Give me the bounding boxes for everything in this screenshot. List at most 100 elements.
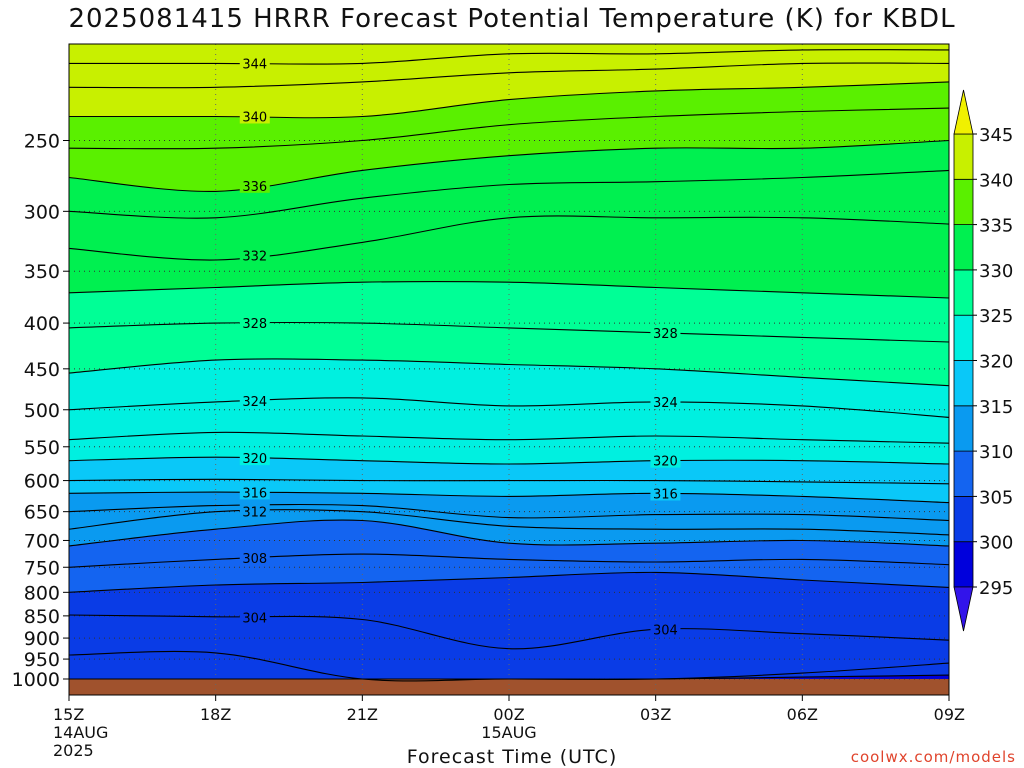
x-tick-label: 09Z <box>934 705 965 724</box>
contour-label-text: 320 <box>653 455 678 470</box>
contour-label-background <box>239 549 270 565</box>
colorbar-bottom-arrow <box>953 586 974 632</box>
contour-label-background <box>239 484 270 500</box>
isentrope-332 <box>69 215 949 261</box>
isentrope-336 <box>69 139 949 192</box>
isentrope-344 <box>69 49 949 65</box>
isentrope-320 <box>69 456 949 465</box>
chart-title: 2025081415 HRRR Forecast Potential Tempe… <box>68 4 956 34</box>
contour-label-background <box>239 177 270 193</box>
credit-text: coolwx.com/models <box>850 748 1016 766</box>
x-axis-label: Forecast Time (UTC) <box>406 746 618 768</box>
isentrope-326 <box>69 358 949 387</box>
colorbar-label: 310 <box>979 442 1013 463</box>
x-tick-label: 14AUG <box>53 723 108 742</box>
contour-label-text: 316 <box>653 488 678 503</box>
colorbar-label: 295 <box>979 578 1013 599</box>
contour-label-text: 324 <box>242 395 267 410</box>
y-tick-label: 550 <box>24 437 60 459</box>
colorbar-segment <box>953 541 974 588</box>
contour-label-text: 316 <box>242 486 267 501</box>
contour-label-text: 312 <box>242 506 267 521</box>
x-tick-label: 06Z <box>787 705 818 724</box>
y-tick-label: 800 <box>24 582 60 604</box>
contour-label: 328 <box>239 315 270 332</box>
y-tick-label: 900 <box>24 628 60 650</box>
y-tick-label: 650 <box>24 502 60 524</box>
isentrope-302 <box>69 650 949 682</box>
colorbar-label: 320 <box>979 352 1013 373</box>
colorbar-segment <box>953 450 974 497</box>
y-tick-label: 500 <box>24 400 60 422</box>
contour-label-background <box>239 315 270 331</box>
contour-label-background <box>239 609 270 625</box>
isentrope-314 <box>69 503 949 522</box>
contour-label-text: 304 <box>242 612 267 627</box>
y-tick-label: 850 <box>24 606 60 628</box>
isentrope-328 <box>69 321 949 343</box>
isentrope-312 <box>69 509 949 536</box>
isentrope-330 <box>69 280 949 299</box>
colorbar-segment <box>953 133 974 180</box>
colorbar-label: 300 <box>979 533 1013 554</box>
colorbar-segment <box>953 178 974 226</box>
contour-label-text: 340 <box>242 110 267 125</box>
x-tick-label: 15Z <box>53 705 84 724</box>
contour-label: 320 <box>650 452 681 470</box>
colorbar-label: 315 <box>979 397 1013 418</box>
isentrope-324 <box>69 397 949 418</box>
isentrope-340 <box>69 81 949 119</box>
contour-label: 316 <box>650 485 681 503</box>
contour-label-text: 328 <box>242 317 267 332</box>
x-tick-label: 2025 <box>53 741 94 760</box>
contour-label-text: 328 <box>653 327 678 342</box>
y-tick-label: 400 <box>24 313 60 335</box>
x-tick-label: 18Z <box>200 705 231 724</box>
contour-label: 316 <box>239 484 270 501</box>
isentrope-316 <box>69 491 949 504</box>
x-tick-label: 21Z <box>347 705 378 724</box>
colorbar-label: 330 <box>979 261 1013 282</box>
contour-label: 344 <box>239 55 270 72</box>
contour-label: 336 <box>239 177 270 195</box>
contour-label-background <box>650 324 681 340</box>
contour-label-background <box>650 452 681 468</box>
contour-label-background <box>650 394 681 410</box>
y-tick-label: 1000 <box>12 669 60 691</box>
colorbar-segment <box>953 314 974 361</box>
y-tick-label: 600 <box>24 471 60 493</box>
ground-surface <box>69 679 949 695</box>
isentrope-304 <box>69 614 949 650</box>
contour-label-text: 344 <box>242 57 267 72</box>
colorbar-segment <box>953 360 974 407</box>
x-tick-label: 00Z <box>493 705 524 724</box>
contour-label: 312 <box>239 503 270 521</box>
contour-label-background <box>239 108 270 124</box>
colorbar-segment <box>953 269 974 316</box>
isentrope-334 <box>69 169 949 219</box>
contour-label-text: 308 <box>242 552 267 567</box>
y-tick-label: 950 <box>24 649 60 671</box>
contour-label: 304 <box>239 609 270 627</box>
contour-label-background <box>239 247 270 263</box>
colorbar-top-arrow <box>953 89 974 135</box>
contour-label-background <box>239 392 270 408</box>
fill-band <box>69 44 949 65</box>
colorbar-label: 325 <box>979 306 1013 327</box>
contour-label: 320 <box>239 450 270 467</box>
isentrope-310 <box>69 519 949 547</box>
y-tick-label: 700 <box>24 530 60 552</box>
contour-label: 324 <box>650 394 681 411</box>
isentrope-306 <box>69 571 949 593</box>
colorbar-label: 340 <box>979 170 1013 191</box>
colorbar-segment <box>953 495 974 543</box>
contour-label-text: 320 <box>242 452 267 467</box>
contour-label: 304 <box>650 621 681 639</box>
contour-label-text: 332 <box>242 249 267 264</box>
y-tick-label: 300 <box>24 201 60 223</box>
contour-label: 332 <box>239 247 270 264</box>
contour-label-background <box>650 621 681 637</box>
isentrope-318 <box>69 478 949 485</box>
isentrope-338 <box>69 107 949 150</box>
